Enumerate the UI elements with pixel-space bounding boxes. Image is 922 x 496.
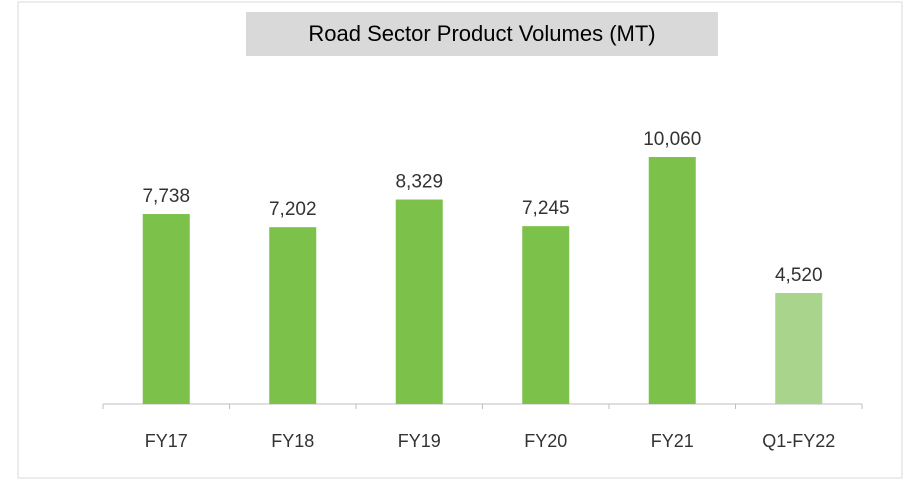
x-tick-label: FY18 [271, 431, 314, 451]
value-label: 4,520 [775, 265, 823, 286]
bar [142, 214, 190, 404]
chart-frame [17, 1, 903, 479]
x-tick-label: FY17 [145, 431, 188, 451]
value-label: 10,060 [643, 129, 701, 150]
x-tick-label: FY21 [651, 431, 694, 451]
bar [395, 199, 443, 404]
x-tick-label: FY19 [398, 431, 441, 451]
x-tick-label: FY20 [524, 431, 567, 451]
value-label: 7,738 [142, 186, 190, 207]
chart-title: Road Sector Product Volumes (MT) [308, 21, 655, 46]
value-label: 8,329 [395, 172, 443, 193]
value-label: 7,245 [522, 198, 570, 219]
title-box [246, 12, 718, 56]
bar [522, 226, 570, 404]
value-label: 7,202 [269, 199, 317, 220]
bar [269, 227, 317, 404]
bar [775, 293, 823, 404]
bar [648, 157, 696, 404]
x-tick-label: Q1-FY22 [762, 431, 835, 451]
